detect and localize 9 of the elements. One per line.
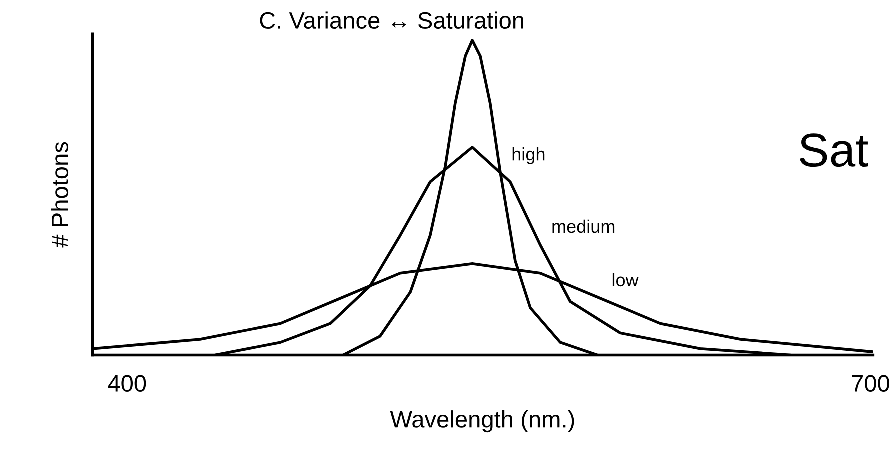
chart-title: C. Variance ↔ Saturation [260, 12, 524, 30]
x-tick-label: 700 [852, 375, 890, 392]
series-label: high [512, 147, 545, 164]
series-label: medium [552, 220, 615, 234]
x-tick-label: 400 [108, 375, 146, 392]
x-axis-title: Wavelength (nm.) [390, 410, 574, 433]
series-label: low [612, 273, 639, 287]
annotation: Sat [800, 134, 868, 168]
y-axis-title: # Photons [51, 142, 69, 248]
